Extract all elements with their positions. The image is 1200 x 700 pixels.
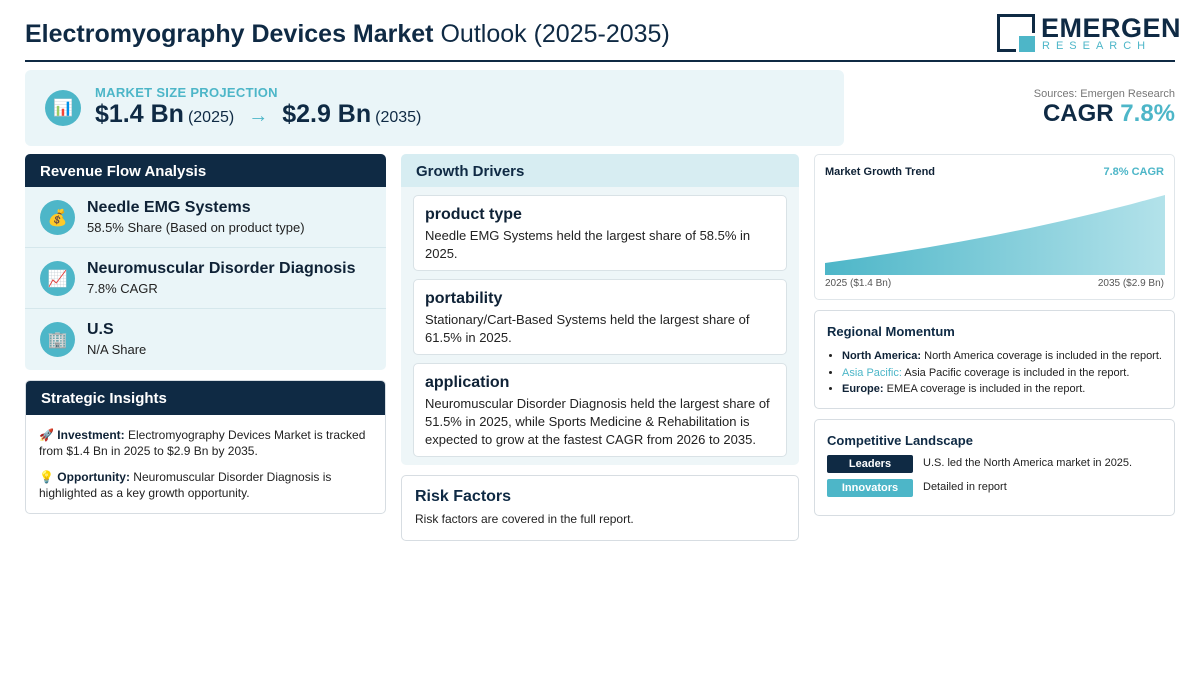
market-growth-trend-chart: Market Growth Trend 7.8% CAGR 2025 ($1.4…	[814, 154, 1175, 300]
trend-area-series	[825, 195, 1165, 275]
sources-note: Sources: Emergen Research	[1033, 88, 1175, 100]
rocket-icon: 🚀	[39, 428, 54, 442]
innovators-text: Detailed in report	[923, 481, 1007, 493]
revenue-item: 🏢 U.S N/A Share	[25, 309, 386, 370]
strategic-insights-panel: Strategic Insights 🚀 Investment: Electro…	[25, 380, 386, 514]
projection-label: MARKET SIZE PROJECTION	[95, 85, 278, 100]
trend-area-svg	[825, 195, 1165, 275]
trend-start-label: 2025 ($1.4 Bn)	[825, 278, 892, 289]
cagr-headline: CAGR 7.8%	[1043, 100, 1175, 128]
trend-title: Market Growth Trend	[825, 166, 936, 178]
trend-end-label: 2035 ($2.9 Bn)	[1097, 278, 1164, 289]
investment-text: Electromyography Devices Market is track…	[39, 428, 366, 458]
cagr-label: CAGR	[1042, 100, 1114, 127]
revenue-item-sub: 58.5% Share (Based on product type)	[87, 220, 305, 235]
revenue-item-sub: N/A Share	[87, 342, 147, 357]
regional-list: North America: North America coverage is…	[842, 348, 1167, 398]
start-value: $1.4 Bn	[95, 100, 184, 128]
opportunity-text: Neuromuscular Disorder Diagnosis is high…	[39, 470, 332, 500]
revenue-item-title: Neuromuscular Disorder Diagnosis	[87, 260, 356, 277]
driver-text: Neuromuscular Disorder Diagnosis held th…	[425, 396, 770, 447]
region-item: Asia Pacific: Asia Pacific coverage is i…	[842, 365, 1167, 382]
start-year: (2025)	[187, 109, 235, 126]
chart-up-icon: 📈	[40, 261, 75, 296]
region-item: Europe: EMEA coverage is included in the…	[842, 381, 1167, 398]
trend-cagr: 7.8% CAGR	[1103, 166, 1164, 178]
opportunity-insight: 💡 Opportunity: Neuromuscular Disorder Di…	[39, 469, 374, 501]
driver-title: portability	[425, 290, 503, 307]
region-label: North America:	[842, 350, 922, 362]
title-light: Outlook (2025-2035)	[440, 20, 670, 48]
region-item: North America: North America coverage is…	[842, 348, 1167, 365]
logo-name: EMERGEN	[1041, 13, 1182, 43]
revenue-item-title: U.S	[87, 321, 114, 338]
investment-label: Investment:	[57, 428, 125, 442]
driver-text: Needle EMG Systems held the largest shar…	[425, 228, 751, 261]
driver-card: product type Needle EMG Systems held the…	[413, 195, 787, 271]
innovators-badge: Innovators	[827, 479, 913, 497]
risk-title: Risk Factors	[415, 488, 512, 505]
region-label: Asia Pacific:	[842, 366, 902, 379]
logo-sub: RESEARCH	[1042, 40, 1152, 52]
logo-mark-icon	[997, 14, 1035, 52]
region-text: North America coverage is included in th…	[921, 350, 1162, 362]
revenue-item-sub: 7.8% CAGR	[87, 281, 158, 296]
emergen-logo[interactable]: EMERGEN RESEARCH	[995, 12, 1181, 56]
driver-card: application Neuromuscular Disorder Diagn…	[413, 363, 787, 457]
region-text: EMEA coverage is included in the report.	[883, 383, 1086, 395]
leaders-text: U.S. led the North America market in 202…	[923, 457, 1133, 469]
competitive-title: Competitive Landscape	[827, 433, 973, 448]
region-text: Asia Pacific coverage is included in the…	[901, 366, 1130, 379]
header: Electromyography Devices Market Outlook …	[25, 12, 1181, 62]
investment-insight: 🚀 Investment: Electromyography Devices M…	[39, 427, 374, 459]
risk-factors-panel: Risk Factors Risk factors are covered in…	[401, 475, 799, 541]
lightbulb-icon: 💡	[39, 470, 54, 484]
end-year: (2035)	[375, 109, 422, 126]
title-bold: Electromyography Devices Market	[25, 20, 434, 48]
region-label: Europe:	[842, 383, 884, 395]
driver-text: Stationary/Cart-Based Systems held the l…	[425, 312, 750, 345]
growth-drivers-panel: Growth Drivers product type Needle EMG S…	[401, 154, 799, 465]
revenue-flow-title: Revenue Flow Analysis	[25, 154, 386, 187]
bar-chart-icon: 📊	[45, 90, 81, 126]
revenue-item: 💰 Needle EMG Systems 58.5% Share (Based …	[25, 187, 386, 248]
risk-text: Risk factors are covered in the full rep…	[415, 512, 634, 526]
regional-title: Regional Momentum	[827, 324, 955, 339]
market-size-projection: 📊 MARKET SIZE PROJECTION $1.4 Bn (2025) → $…	[25, 70, 844, 146]
growth-drivers-title: Growth Drivers	[401, 154, 799, 187]
cagr-value: 7.8%	[1120, 100, 1175, 127]
arrow-right-icon: →	[248, 105, 269, 127]
revenue-flow-panel: Revenue Flow Analysis 💰 Needle EMG Syste…	[25, 154, 386, 370]
insights-title: Strategic Insights	[26, 381, 385, 415]
opportunity-label: Opportunity:	[57, 470, 130, 484]
page-title: Electromyography Devices Market Outlook …	[25, 20, 670, 49]
driver-title: application	[425, 374, 510, 391]
projection-values: $1.4 Bn (2025) → $2.9 Bn (2035)	[95, 100, 421, 129]
leaders-badge: Leaders	[827, 455, 913, 473]
driver-title: product type	[425, 206, 522, 223]
revenue-item: 📈 Neuromuscular Disorder Diagnosis 7.8% …	[25, 248, 386, 309]
end-value: $2.9 Bn	[282, 100, 372, 128]
building-icon: 🏢	[40, 322, 75, 357]
competitive-landscape-panel: Competitive Landscape Leaders U.S. led t…	[814, 419, 1175, 516]
driver-card: portability Stationary/Cart-Based System…	[413, 279, 787, 355]
money-bag-icon: 💰	[40, 200, 75, 235]
regional-momentum-panel: Regional Momentum North America: North A…	[814, 310, 1175, 409]
revenue-item-title: Needle EMG Systems	[87, 199, 251, 216]
